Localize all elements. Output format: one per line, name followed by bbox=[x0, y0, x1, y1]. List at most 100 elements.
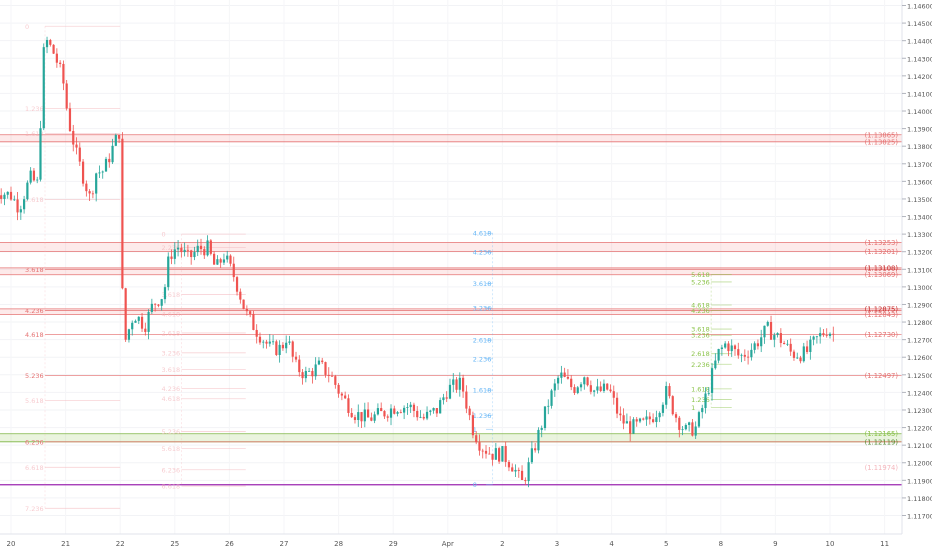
zone-red bbox=[0, 242, 902, 252]
candle-down bbox=[799, 357, 802, 362]
fib-level-label: 1 bbox=[691, 404, 695, 412]
fib-level-label: 4.618 bbox=[162, 311, 181, 319]
candle-down bbox=[239, 291, 242, 300]
candle-down bbox=[344, 395, 347, 399]
candle-down bbox=[619, 413, 622, 416]
candle-up bbox=[26, 182, 29, 200]
candle-up bbox=[661, 404, 665, 413]
candle-up bbox=[530, 448, 533, 463]
y-tick-label: 1.13400 bbox=[907, 214, 932, 222]
candle-down bbox=[491, 453, 494, 460]
candle-up bbox=[809, 339, 812, 352]
candle-up bbox=[776, 333, 779, 336]
candle-down bbox=[16, 199, 19, 213]
candle-down bbox=[219, 259, 222, 263]
fib-level-label: 3.618 bbox=[162, 366, 181, 374]
candle-down bbox=[140, 316, 144, 329]
candle-up bbox=[114, 135, 117, 146]
candle-up bbox=[150, 303, 153, 312]
candle-down bbox=[534, 448, 537, 451]
candle-up bbox=[406, 407, 409, 408]
y-tick-label: 1.12300 bbox=[907, 407, 932, 415]
fib-level-label: 4.236 bbox=[691, 307, 710, 315]
candle-up bbox=[45, 39, 49, 48]
candle-down bbox=[108, 158, 111, 163]
candle-down bbox=[570, 378, 573, 388]
candle-up bbox=[409, 404, 412, 408]
candle-down bbox=[258, 336, 262, 343]
candle-up bbox=[596, 386, 599, 391]
candle-up bbox=[714, 360, 717, 369]
candle-up bbox=[19, 209, 22, 213]
candle-down bbox=[386, 416, 389, 418]
x-tick-label: 26 bbox=[225, 540, 234, 548]
fib-level-label: 1.618 bbox=[25, 130, 44, 138]
candle-down bbox=[635, 419, 638, 422]
candle-down bbox=[180, 247, 183, 253]
candle-up bbox=[802, 346, 805, 362]
candle-up bbox=[160, 299, 163, 306]
fib-level-label: 5.618 bbox=[25, 397, 44, 405]
candle-down bbox=[422, 416, 425, 419]
candle-up bbox=[763, 325, 766, 338]
x-tick-label: 29 bbox=[389, 540, 398, 548]
candle-up bbox=[285, 342, 288, 349]
fib-level-label: 1 bbox=[473, 426, 477, 434]
candle-up bbox=[724, 343, 727, 348]
candle-up bbox=[268, 341, 271, 344]
candle-up bbox=[389, 408, 393, 418]
candle-down bbox=[265, 341, 268, 344]
candle-down bbox=[298, 359, 301, 373]
y-tick-label: 1.13700 bbox=[907, 161, 932, 169]
candle-down bbox=[743, 354, 746, 357]
candle-down bbox=[586, 377, 589, 386]
y-tick-label: 1.12400 bbox=[907, 389, 932, 397]
candle-up bbox=[131, 322, 134, 330]
candle-up bbox=[163, 287, 167, 300]
fib-level-label: 2.236 bbox=[473, 355, 492, 363]
candle-down bbox=[747, 356, 750, 358]
candle-up bbox=[632, 419, 635, 434]
candle-down bbox=[121, 138, 124, 289]
candle-up bbox=[176, 247, 180, 250]
candle-down bbox=[606, 383, 609, 390]
candle-up bbox=[396, 412, 399, 414]
candle-up bbox=[425, 411, 429, 419]
candle-down bbox=[609, 389, 612, 392]
candle-down bbox=[478, 442, 481, 451]
y-tick-label: 1.13000 bbox=[907, 284, 932, 292]
candle-up bbox=[579, 384, 583, 388]
candle-up bbox=[36, 179, 39, 181]
y-tick-label: 1.13800 bbox=[907, 143, 932, 151]
candle-down bbox=[366, 409, 370, 418]
zone-green bbox=[0, 433, 902, 442]
candle-up bbox=[193, 252, 196, 258]
candle-down bbox=[9, 191, 13, 200]
candle-down bbox=[674, 414, 678, 418]
candle-down bbox=[249, 311, 252, 314]
candle-down bbox=[822, 333, 825, 336]
price-level-label: (1.13825) bbox=[865, 138, 899, 146]
candle-down bbox=[769, 321, 773, 340]
candle-down bbox=[612, 391, 615, 398]
candle-down bbox=[347, 398, 350, 413]
fib-level-label: 5.618 bbox=[162, 445, 181, 453]
candle-down bbox=[445, 397, 448, 399]
price-level-label: (1.11974) bbox=[865, 464, 899, 472]
candle-up bbox=[29, 170, 32, 183]
candle-up bbox=[429, 410, 432, 412]
fib-level-label: 2.618 bbox=[25, 196, 44, 204]
fib-level-label: 5.236 bbox=[162, 428, 181, 436]
candle-up bbox=[707, 392, 710, 394]
candle-up bbox=[543, 406, 547, 429]
candle-down bbox=[340, 393, 343, 396]
y-tick-label: 1.12500 bbox=[907, 372, 932, 380]
x-tick-label: 28 bbox=[334, 540, 343, 548]
candle-down bbox=[0, 195, 3, 199]
fib-level-label: 6.236 bbox=[25, 438, 44, 446]
candle-down bbox=[648, 416, 651, 420]
y-tick-label: 1.14400 bbox=[907, 38, 932, 46]
y-tick-label: 1.12000 bbox=[907, 460, 932, 468]
candle-up bbox=[403, 407, 406, 413]
